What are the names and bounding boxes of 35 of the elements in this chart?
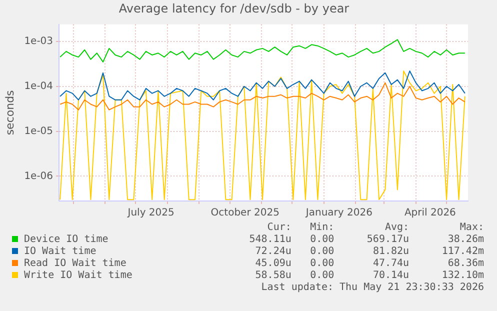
text: Cur:	[266, 222, 292, 234]
text: 45.09u	[254, 258, 292, 270]
text: Avg:	[384, 222, 410, 234]
text: 569.17u	[366, 234, 410, 246]
text: Min:	[309, 222, 334, 234]
text: 0.00	[309, 270, 334, 282]
text: 81.82u	[372, 246, 410, 258]
chart-title: Average latency for /dev/sdb - by year	[118, 1, 350, 16]
legend-label: Write IO Wait time	[24, 270, 134, 282]
text: Max:	[458, 222, 484, 234]
text: 0.00	[309, 246, 334, 258]
x-tick-label: April 2026	[404, 208, 456, 219]
y-tick-label: 1e-03	[24, 36, 54, 48]
legend-label: IO Wait time	[24, 246, 98, 258]
legend-label: Device IO time	[24, 234, 110, 246]
x-tick-label: October 2025	[210, 208, 280, 219]
y-tick-label: 1e-04	[24, 80, 54, 92]
y-tick-label: 1e-06	[24, 170, 54, 182]
text: 548.11u	[248, 234, 292, 246]
text: 0.00	[309, 258, 334, 270]
y-axis-title: seconds	[3, 90, 16, 136]
text: Last update: Thu May 21 23:30:33 2026	[260, 282, 484, 294]
text: 132.10m	[440, 270, 484, 282]
text: 70.14u	[372, 270, 410, 282]
x-tick-label: July 2025	[126, 208, 174, 219]
text: 38.26m	[446, 234, 484, 246]
y-tick-label: 1e-05	[24, 126, 54, 137]
x-tick-label: January 2026	[304, 208, 372, 219]
text: 47.74u	[372, 258, 410, 270]
text: 58.58u	[254, 270, 292, 282]
legend-label: Read IO Wait time	[24, 258, 128, 270]
text: 72.24u	[254, 246, 292, 258]
text: 68.36m	[446, 258, 484, 270]
text: 0.00	[309, 234, 334, 246]
text: 117.42m	[440, 246, 484, 258]
